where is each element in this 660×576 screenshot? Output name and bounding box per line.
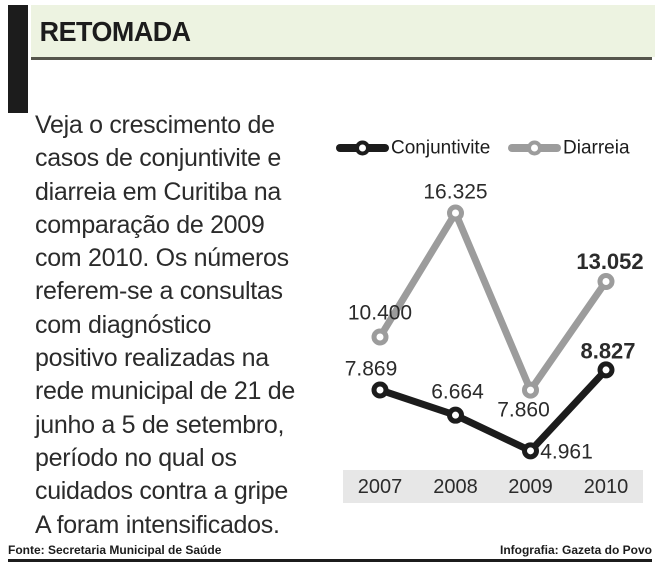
x-axis-tick-2007: 2007 [358, 476, 403, 498]
x-axis-band [343, 470, 643, 503]
legend-marker-diarreia [527, 140, 542, 156]
value-label-conjuntivite-2009: 4.961 [540, 440, 593, 463]
infographic-credit: Infografia: Gazeta do Povo [499, 543, 652, 557]
series-line-diarreia [377, 209, 609, 394]
legend-label-conjuntivite: Conjuntivite [391, 138, 490, 159]
value-label-conjuntivite-2007: 7.869 [345, 357, 398, 380]
x-axis-tick-2009: 2009 [508, 476, 553, 498]
marker-conjuntivite-2010 [597, 361, 615, 379]
marker-conjuntivite-2008 [447, 406, 464, 424]
intro-paragraph: Veja o crescimento de casos de conjuntiv… [35, 111, 295, 539]
page-title: RETOMADA [39, 16, 191, 47]
marker-conjuntivite-2009 [522, 442, 539, 460]
legend-label-diarreia: Diarreia [563, 138, 630, 159]
value-label-diarreia-2010: 13.052 [576, 249, 643, 274]
legend-marker-conjuntivite [355, 140, 370, 156]
chart-svg: 2007 2008 2009 2010 10.400 16.325 7.860 13.052 7… [336, 138, 644, 503]
value-label-conjuntivite-2010: 8.827 [580, 338, 635, 363]
x-axis-tick-2010: 2010 [584, 476, 629, 498]
value-label-diarreia-2007: 10.400 [348, 302, 412, 325]
marker-conjuntivite-2007 [371, 381, 389, 399]
series-line-conjuntivite [378, 367, 609, 455]
accent-bar [8, 5, 28, 113]
marker-diarreia-2010 [597, 272, 615, 290]
marker-diarreia-2009 [522, 381, 539, 399]
header-divider [31, 57, 652, 60]
cases-line-chart: 2007 2008 2009 2010 10.400 16.325 7.860 13.052 7… [330, 95, 660, 525]
header-band: RETOMADA [31, 5, 655, 57]
legend-item-conjuntivite: Conjuntivite [336, 138, 490, 159]
x-axis-tick-2008: 2008 [433, 476, 478, 498]
footer-divider [8, 559, 652, 562]
value-label-diarreia-2008: 16.325 [423, 181, 487, 204]
marker-diarreia-2007 [371, 328, 389, 346]
source-credit: Fonte: Secretaria Municipal de Saúde [8, 543, 222, 557]
legend-item-diarreia: Diarreia [508, 138, 630, 159]
value-label-diarreia-2009: 7.860 [497, 399, 550, 422]
marker-diarreia-2008 [447, 204, 464, 222]
footer: Fonte: Secretaria Municipal de Saúde Inf… [8, 543, 652, 557]
value-label-conjuntivite-2008: 6.664 [431, 381, 484, 404]
